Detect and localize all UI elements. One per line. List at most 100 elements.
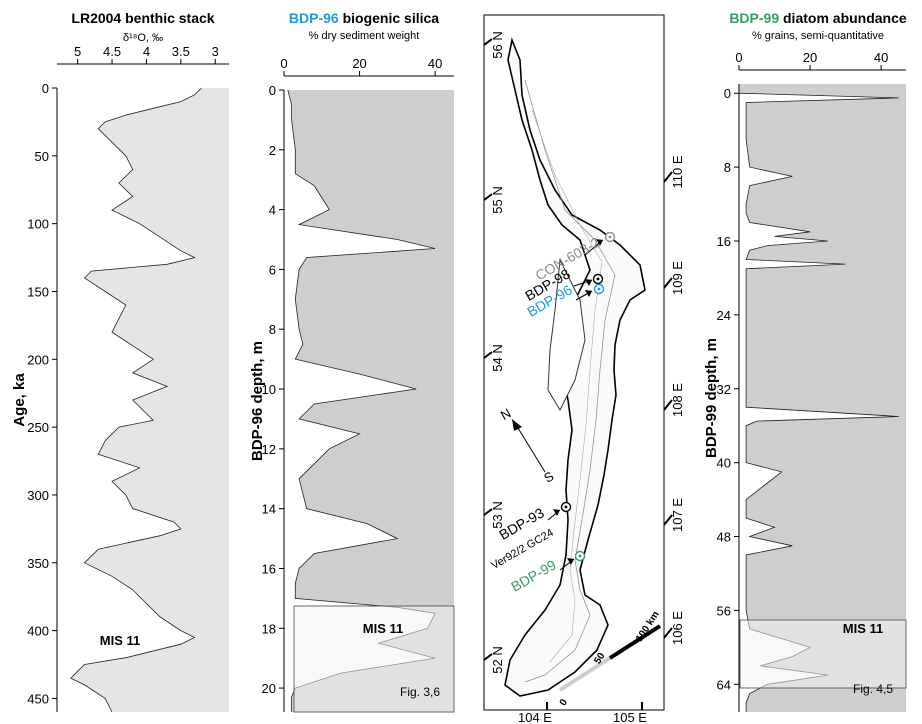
- y-tick-label: 32: [717, 382, 731, 397]
- site-marker-dot: [608, 235, 612, 239]
- y-tick-label: 56: [717, 603, 731, 618]
- scale-bar-half: [608, 624, 662, 660]
- title-rest: diatom abundance: [779, 10, 907, 26]
- y-tick-label: 8: [269, 322, 276, 337]
- olkhon-island: [547, 258, 586, 412]
- y-tick-label: 24: [717, 308, 731, 323]
- y-tick-label: 6: [269, 262, 276, 277]
- lon-tick: [663, 399, 673, 411]
- y-tick-label: 20: [262, 681, 276, 696]
- longitude-label: 105 E: [613, 710, 647, 724]
- site-marker-dot: [596, 277, 600, 281]
- longitude-label: 106 E: [670, 611, 685, 645]
- latitude-label: 52 N: [490, 646, 505, 673]
- latitude-label: 55 N: [490, 186, 505, 213]
- longitude-label: 107 E: [670, 498, 685, 532]
- y-tick-label: 0: [724, 86, 731, 101]
- panel-lr2004: 5 4.5 4 3.5 3 0 50 100 150 200 250 300 350 400 450 LR20…: [11, 10, 229, 713]
- x-tick-label: 4.5: [103, 44, 121, 59]
- profile-fill: [70, 88, 229, 712]
- site-arrowhead: [567, 558, 574, 565]
- y-tick-label: 4: [269, 203, 276, 218]
- x-tick-label: 0: [280, 56, 287, 71]
- baikal-map: 56 N 55 N 54 N 53 N 52 N 110 E 109 E 108 E 107 E…: [483, 14, 685, 724]
- figure-reference: Fig. 3,6: [400, 685, 440, 699]
- y-tick-label: 400: [27, 624, 49, 639]
- y-tick-label: 50: [35, 149, 49, 164]
- scale-bar-half: [558, 656, 612, 692]
- profile-fill: [287, 90, 454, 712]
- bathymetry-contour: [531, 109, 603, 663]
- x-tick-label: 20: [803, 50, 817, 65]
- longitude-label: 110 E: [670, 155, 685, 188]
- x-tick-label: 20: [352, 56, 366, 71]
- panel-title: BDP-96 biogenic silica: [289, 10, 439, 26]
- latitude-label: 53 N: [490, 501, 505, 528]
- site-marker-dot: [578, 554, 582, 558]
- lon-tick: [663, 514, 673, 526]
- x-tick-label: 5: [74, 44, 81, 59]
- y-axis-label: Age, ka: [11, 373, 28, 427]
- title-rest: LR2004 benthic stack: [71, 10, 214, 26]
- y-tick-label: 0: [42, 81, 49, 96]
- y-tick-label: 10: [262, 382, 276, 397]
- lat-tick: [483, 351, 493, 359]
- x-tick-label: 40: [874, 50, 888, 65]
- longitude-label: 104 E: [518, 710, 552, 724]
- y-tick-label: 0: [269, 83, 276, 98]
- y-tick-label: 16: [262, 561, 276, 576]
- site-arrowhead: [596, 239, 603, 246]
- longitude-label: 108 E: [670, 383, 685, 417]
- site-arrowhead: [585, 290, 592, 297]
- site-arrowhead: [585, 279, 592, 286]
- lon-tick: [663, 627, 673, 639]
- y-tick-label: 450: [27, 691, 49, 706]
- lon-tick: [663, 171, 673, 183]
- mis11-label: MIS 11: [100, 633, 140, 648]
- mis11-label: MIS 11: [363, 621, 403, 636]
- y-tick-label: 16: [717, 234, 731, 249]
- latitude-label: 56 N: [490, 31, 505, 58]
- panel-bdp96: 0 20 40 0 2 4 6 8 10 12 14 16 18 20 BDP-96 biogenic si…: [249, 10, 455, 713]
- panel-subtitle: % grains, semi-quantitative: [752, 30, 884, 42]
- y-tick-label: 250: [27, 420, 49, 435]
- title-highlight: BDP-99: [729, 10, 779, 26]
- panel-title: BDP-99 diatom abundance: [729, 10, 907, 26]
- y-tick-label: 100: [27, 217, 49, 232]
- y-tick-label: 40: [717, 456, 731, 471]
- x-tick-label: 3: [212, 44, 219, 59]
- mis11-box: [293, 605, 455, 713]
- profile-fill: [739, 84, 906, 712]
- x-tick-label: 4: [143, 44, 150, 59]
- y-tick-label: 18: [262, 621, 276, 636]
- panel-bdp99: 0 20 40 0 8 16 24 32 40 48 56 64 BDP-99 diatom abund…: [703, 10, 907, 712]
- site-marker-dot: [597, 287, 601, 291]
- title-highlight: BDP-96: [289, 10, 339, 26]
- panel-subtitle: δ¹⁸O, ‰: [123, 32, 163, 44]
- latitude-label: 54 N: [490, 344, 505, 371]
- lat-tick: [483, 193, 493, 201]
- lat-tick: [483, 508, 493, 516]
- y-tick-label: 12: [262, 442, 276, 457]
- panel-title: LR2004 benthic stack: [71, 10, 214, 26]
- profile-line: [70, 87, 202, 713]
- longitude-label: 109 E: [670, 261, 685, 295]
- scale-label: 0: [558, 697, 570, 708]
- x-tick-label: 0: [735, 50, 742, 65]
- mis11-label: MIS 11: [843, 621, 883, 636]
- north-arrow-line: [517, 427, 546, 473]
- x-tick-label: 40: [428, 56, 442, 71]
- site-arrowhead: [553, 509, 560, 516]
- y-tick-label: 64: [717, 677, 731, 692]
- y-tick-label: 2: [269, 143, 276, 158]
- x-tick-label: 3.5: [172, 44, 190, 59]
- y-tick-label: 350: [27, 556, 49, 571]
- y-axis-label: BDP-96 depth, m: [249, 341, 266, 461]
- figure-reference: Fig. 4,5: [853, 682, 893, 696]
- site-marker-dot: [564, 505, 568, 509]
- north-arrowhead: [512, 419, 522, 431]
- y-tick-label: 8: [724, 160, 731, 175]
- y-tick-label: 150: [27, 284, 49, 299]
- y-tick-label: 200: [27, 352, 49, 367]
